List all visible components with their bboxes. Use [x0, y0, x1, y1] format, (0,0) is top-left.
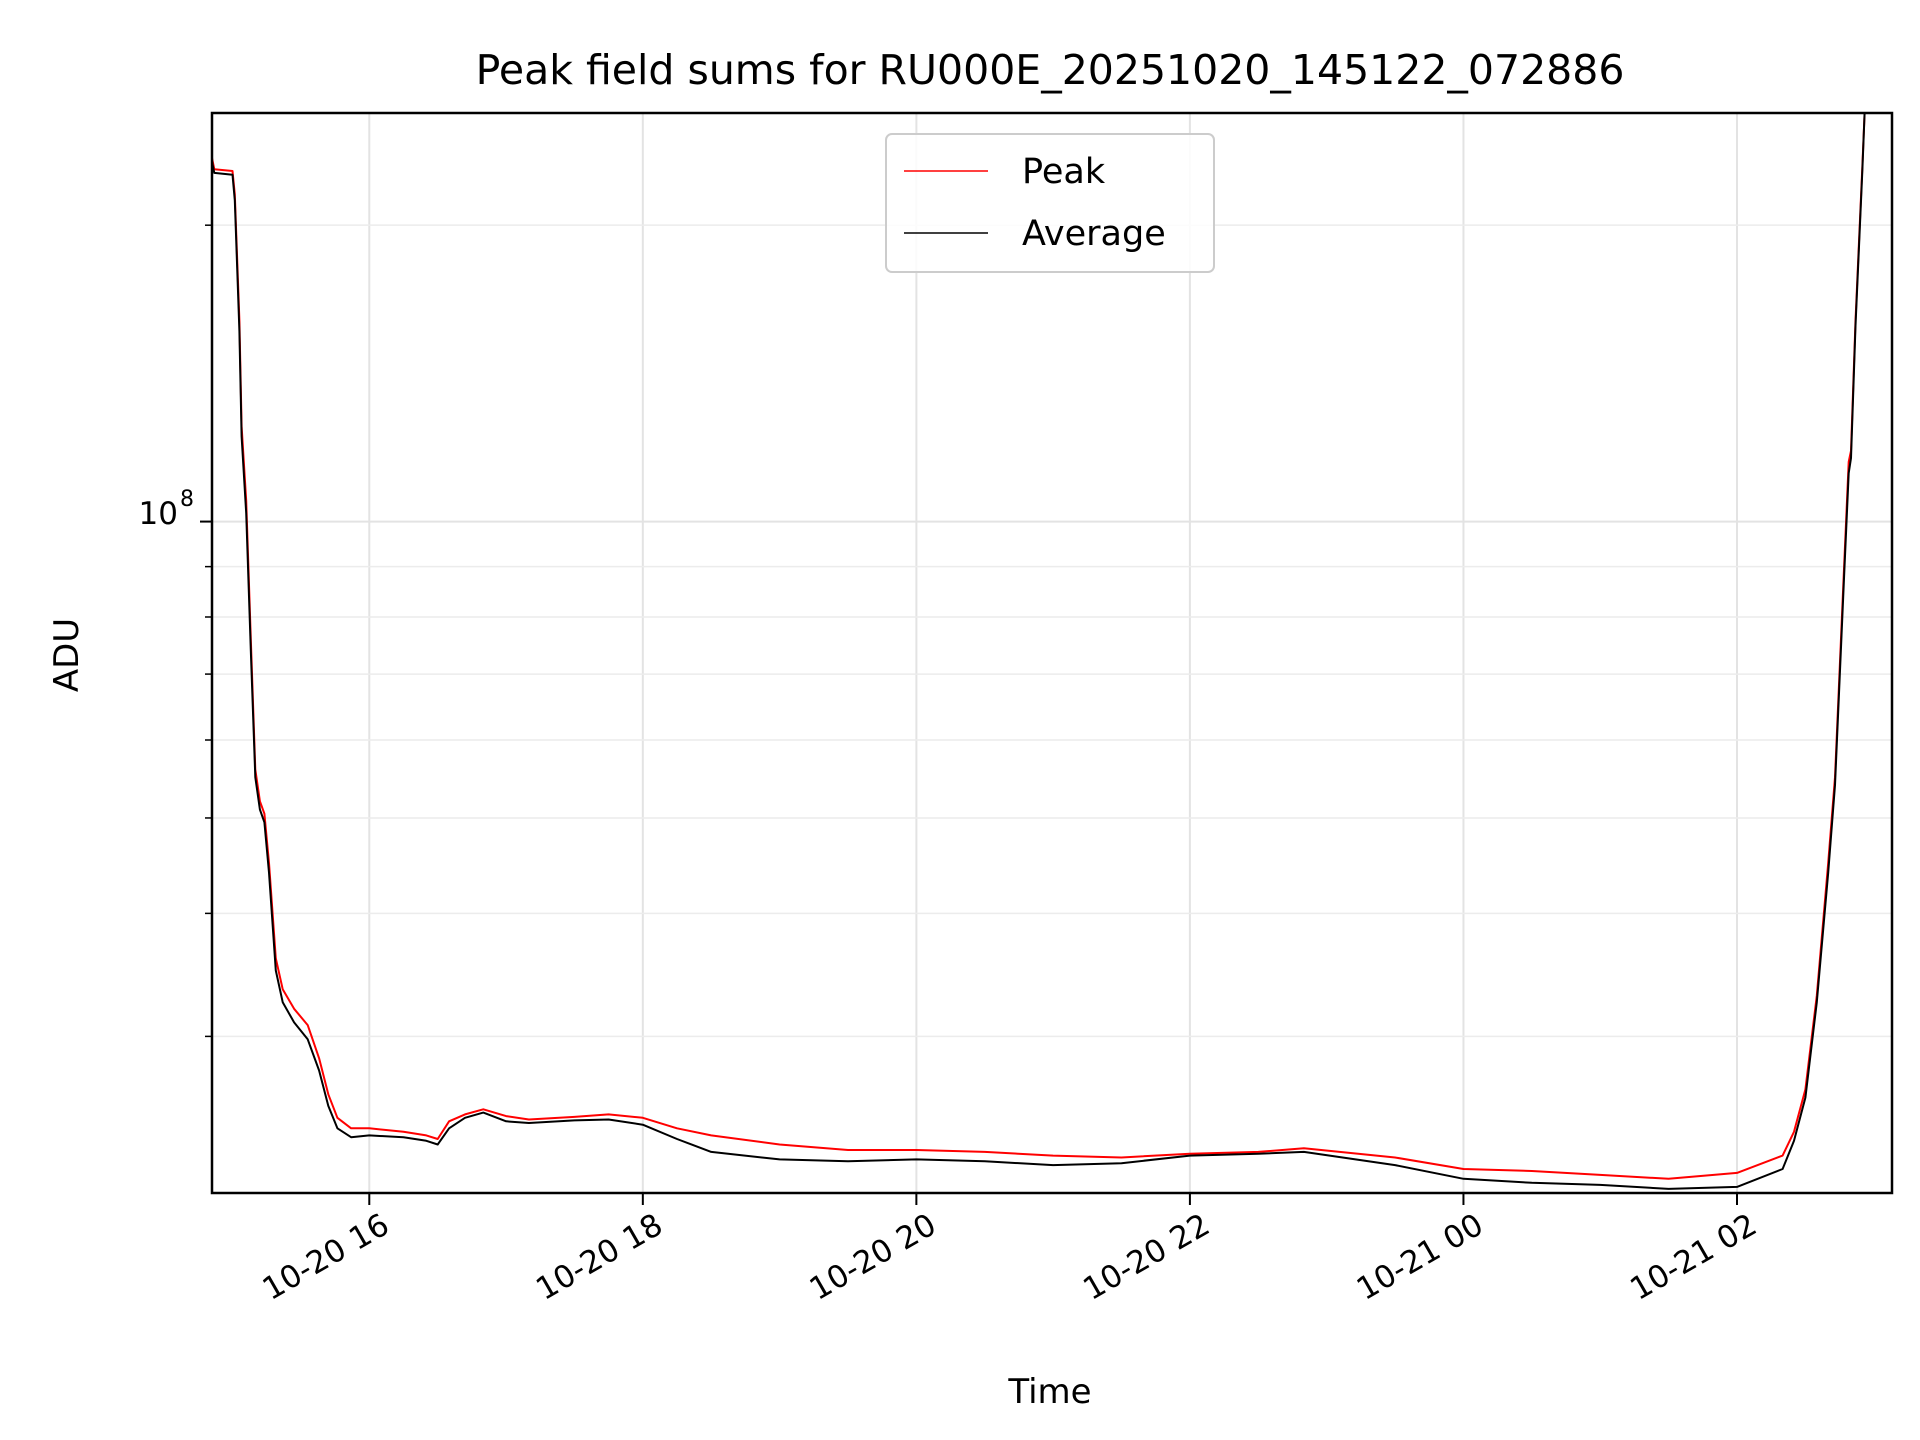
chart-title: Peak field sums for RU000E_20251020_1451… [476, 46, 1625, 94]
y-tick-label-exponent: 8 [180, 487, 194, 512]
series-line-average [212, 113, 1866, 1190]
y-axis-label: ADU [47, 618, 87, 692]
legend-box [885, 133, 1215, 273]
legend-label-peak: Peak [1022, 152, 1106, 192]
series-line-peak [212, 113, 1866, 1180]
legend-label-average: Average [1022, 214, 1166, 254]
y-axis-ticks [200, 224, 212, 1038]
y-major-tick-label: 10 8 [139, 487, 194, 532]
plot-frame [210, 111, 1894, 1195]
series-lines [212, 113, 1866, 1190]
legend: Peak Average [885, 133, 1215, 273]
x-axis-label: Time [1007, 1372, 1091, 1412]
y-tick-label-base: 10 [139, 496, 178, 532]
